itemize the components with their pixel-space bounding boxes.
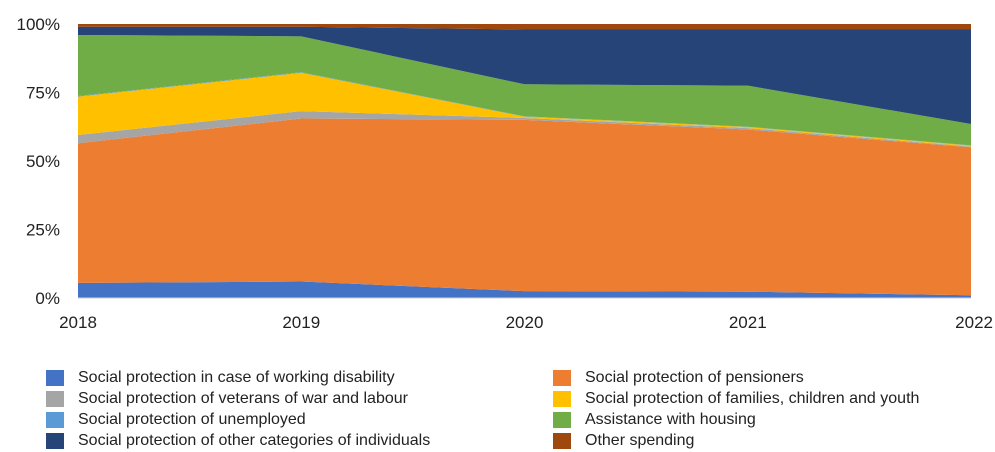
legend-label: Assistance with housing	[585, 411, 756, 428]
legend-swatch	[46, 370, 64, 386]
x-tick-label: 2022	[955, 313, 993, 332]
legend-swatch	[553, 412, 571, 428]
area-series-2	[78, 118, 971, 296]
legend-item: Social protection of veterans of war and…	[46, 389, 408, 409]
legend-label: Social protection of veterans of war and…	[78, 390, 408, 407]
x-tick-label: 2019	[282, 313, 320, 332]
legend-item: Social protection of families, children …	[553, 389, 919, 409]
legend-label: Social protection of unemployed	[78, 411, 306, 428]
legend-swatch	[553, 391, 571, 407]
legend-item: Other spending	[553, 431, 694, 451]
x-tick-label: 2018	[59, 313, 97, 332]
area-series-6	[78, 34, 971, 146]
legend-swatch	[46, 433, 64, 449]
x-axis-tick-labels: 2018 2019 2020 2021 2022	[59, 313, 993, 332]
legend-label: Social protection of other categories of…	[78, 432, 431, 449]
chart-legend: Social protection in case of working dis…	[0, 366, 995, 452]
legend-swatch	[553, 433, 571, 449]
y-tick-label: 25%	[26, 221, 60, 240]
legend-swatch	[46, 391, 64, 407]
y-tick-label: 75%	[26, 84, 60, 103]
area-series-7	[78, 26, 971, 125]
chart-areas	[78, 24, 971, 298]
area-series-8	[78, 24, 971, 30]
legend-label: Social protection of pensioners	[585, 369, 804, 386]
y-tick-label: 0%	[35, 289, 60, 308]
y-axis-tick-labels: 0% 25% 50% 75% 100%	[17, 15, 60, 308]
x-tick-label: 2020	[506, 313, 544, 332]
legend-item: Social protection of pensioners	[553, 368, 804, 388]
legend-label: Social protection in case of working dis…	[78, 369, 395, 386]
area-series-3	[78, 111, 971, 148]
x-tick-label: 2021	[729, 313, 767, 332]
stacked-area-chart: 0% 25% 50% 75% 100% 2018 2019 2020 2021 2022	[17, 15, 993, 332]
area-series-4	[78, 72, 971, 147]
legend-swatch	[46, 412, 64, 428]
legend-item: Social protection of other categories of…	[46, 431, 430, 451]
y-tick-label: 100%	[17, 15, 60, 34]
legend-label: Social protection of families, children …	[585, 390, 920, 407]
legend-item: Social protection in case of working dis…	[46, 368, 395, 388]
legend-item: Assistance with housing	[553, 410, 756, 430]
legend-swatch	[553, 370, 571, 386]
area-series-1	[78, 281, 971, 298]
legend-item: Social protection of unemployed	[46, 410, 306, 430]
y-tick-label: 50%	[26, 152, 60, 171]
legend-label: Other spending	[585, 432, 695, 449]
